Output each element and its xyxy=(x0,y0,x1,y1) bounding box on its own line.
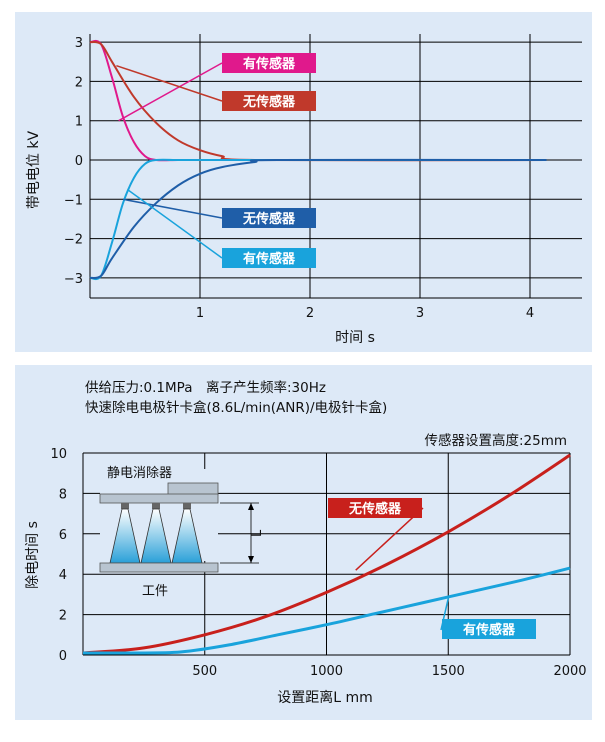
bottom-series-label-0-bg xyxy=(328,498,422,518)
bottom-series-label-1-bg xyxy=(442,619,536,639)
cartridge-note: 快速除电电极针卡盒(8.6L/min(ANR)/电极针卡盒) xyxy=(85,399,387,416)
nozzle-1 xyxy=(152,503,160,509)
bottom-series-line-1 xyxy=(82,566,571,655)
bottom-callout-leader-0 xyxy=(355,507,424,571)
bottom-y-tick: 6 xyxy=(59,528,67,543)
top-y-tick: −1 xyxy=(64,193,83,208)
top-series-label-3-text: 有传感器 xyxy=(243,251,296,267)
top-series-line-0 xyxy=(89,39,547,162)
bottom-y-tick: 10 xyxy=(50,447,67,462)
bottom-x-tick: 1000 xyxy=(310,664,343,679)
top-series-label-3-bg xyxy=(222,248,316,268)
bottom-series-label-1: 有传感器 xyxy=(442,619,536,639)
top-series-label-2-bg xyxy=(222,208,316,228)
top-x-tick: 3 xyxy=(416,306,424,321)
bottom-y-axis-label: 除电时间 s xyxy=(25,521,41,589)
top-y-tick: 3 xyxy=(75,36,83,51)
ionizer-label: 静电消除器 xyxy=(107,466,172,481)
bottom-x-tick: 500 xyxy=(192,664,217,679)
top-y-tick: −2 xyxy=(64,233,83,248)
top-x-tick: 4 xyxy=(526,306,534,321)
ionizer-head xyxy=(167,482,219,496)
bottom-series-line-0 xyxy=(82,453,571,655)
bottom-y-tick: 8 xyxy=(59,487,67,502)
top-x-tick: 2 xyxy=(306,306,314,321)
bottom-y-tick: 4 xyxy=(59,568,67,583)
top-series-label-1-bg xyxy=(222,91,316,111)
distance-arrow-head-bottom xyxy=(248,556,254,563)
top-callout-leader-2 xyxy=(122,198,223,219)
top-series-line-3 xyxy=(89,158,547,280)
top-chart-panel: 3 2 1 0 −1 −2 −3 1 2 3 4 时间 s 带电电位 kV 有传感器 无传感器 无传感器 有传感… xyxy=(15,12,592,352)
workpiece-label: 工件 xyxy=(142,584,168,599)
nozzle-2 xyxy=(183,503,191,509)
nozzle-0 xyxy=(121,503,129,509)
top-series-line-2 xyxy=(89,158,547,281)
top-callout-leader-1 xyxy=(116,64,223,102)
bottom-y-tick: 2 xyxy=(59,609,67,624)
top-y-axis-label: 带电电位 kV xyxy=(26,131,42,210)
discharge-time-chart: 供给压力:0.1MPa 离子产生频率:30Hz 快速除电电极针卡盒(8.6L/mi… xyxy=(25,379,587,706)
top-x-tick: 1 xyxy=(196,306,204,321)
top-series-label-2-text: 无传感器 xyxy=(242,211,296,227)
top-callout-leader-0 xyxy=(118,62,223,122)
top-series-label-2: 无传感器 xyxy=(222,208,316,228)
bottom-series-label-1-text: 有传感器 xyxy=(463,622,516,638)
top-y-tick: −3 xyxy=(64,272,83,287)
top-series-label-0: 有传感器 xyxy=(222,53,316,73)
bottom-x-axis-label: 设置距离L mm xyxy=(277,689,373,706)
distance-arrow-head-top xyxy=(248,503,254,510)
top-series-line-1 xyxy=(89,40,547,162)
workpiece xyxy=(99,562,219,573)
ionizer-bar xyxy=(99,493,219,504)
bottom-x-tick: 2000 xyxy=(553,664,586,679)
top-series-label-3: 有传感器 xyxy=(222,248,316,268)
top-x-axis-label: 时间 s xyxy=(335,330,375,346)
top-callout-leader-3 xyxy=(126,188,223,259)
top-series-label-0-bg xyxy=(222,53,316,73)
distance-label: L xyxy=(250,529,265,537)
supply-pressure-note: 供给压力:0.1MPa 离子产生频率:30Hz xyxy=(85,379,326,396)
sensor-height-note: 传感器设置高度:25mm xyxy=(424,432,567,449)
top-y-tick: 0 xyxy=(75,154,83,169)
top-series-label-1-text: 无传感器 xyxy=(242,94,296,110)
top-series-label-0-text: 有传感器 xyxy=(243,56,296,72)
bottom-y-tick: 0 xyxy=(59,649,67,664)
top-series-label-1: 无传感器 xyxy=(222,91,316,111)
top-y-tick: 1 xyxy=(75,115,83,130)
top-y-tick: 2 xyxy=(75,75,83,90)
bottom-x-tick: 1500 xyxy=(432,664,465,679)
bottom-chart-panel: 供给压力:0.1MPa 离子产生频率:30Hz 快速除电电极针卡盒(8.6L/mi… xyxy=(15,365,592,720)
bottom-series-label-0-text: 无传感器 xyxy=(348,501,402,517)
bottom-series-label-0: 无传感器 xyxy=(328,498,422,518)
